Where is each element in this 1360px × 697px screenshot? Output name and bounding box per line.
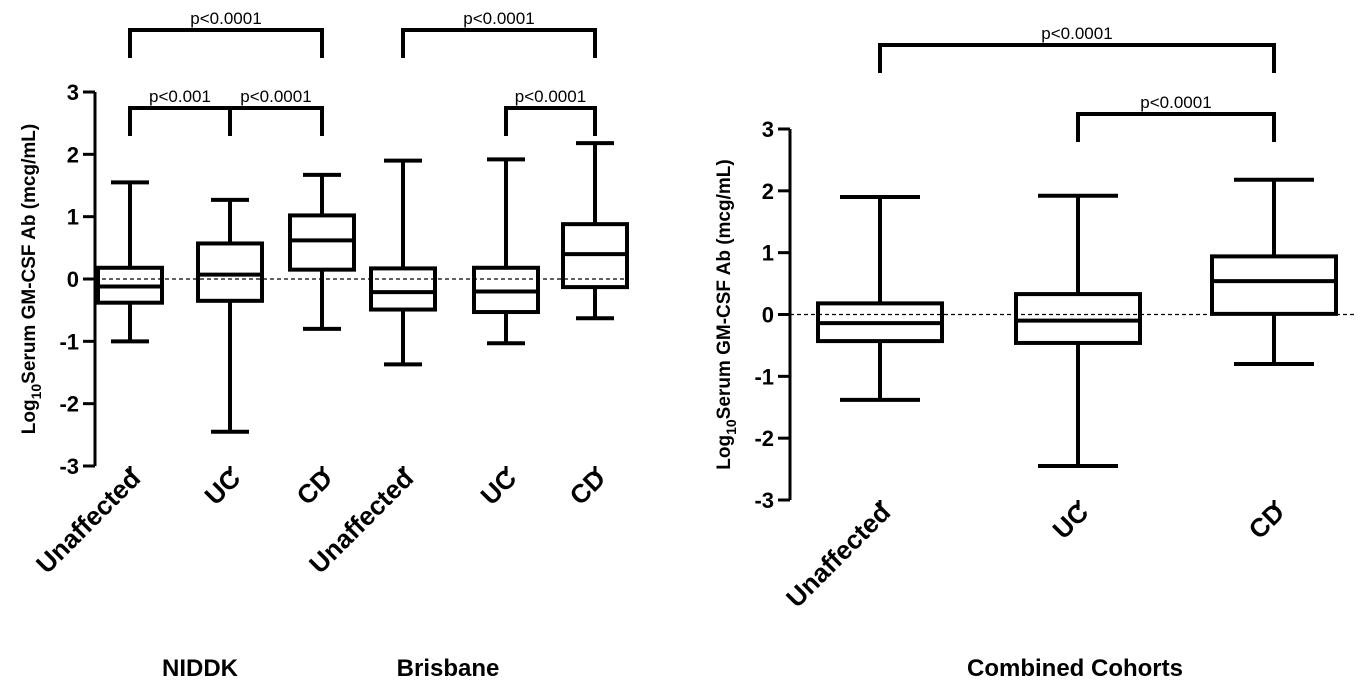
significance-bracket: p<0.0001 (504, 87, 597, 136)
iqr-box (1014, 292, 1142, 345)
y-tick-label: 1 (762, 241, 774, 266)
group-label: Brisbane (397, 655, 500, 682)
x-category-label: UC (198, 463, 246, 511)
p-value-label: p<0.0001 (515, 87, 586, 106)
x-category-label: CD (290, 463, 338, 511)
group-label: NIDDK (162, 655, 239, 682)
significance-bracket: p<0.0001 (128, 9, 324, 58)
bracket-line (1076, 112, 1276, 142)
box-uc-5 (472, 157, 540, 346)
y-tick-label: 2 (67, 142, 79, 167)
box-cd-6 (561, 141, 629, 321)
p-value-label: p<0.0001 (463, 9, 534, 28)
y-tick-label: 2 (762, 179, 774, 204)
chart-panel-2: -3 -2 -1 0 1 2 3 Log10Serum GM-CSF Ab (mcg/mL) U… (714, 24, 1355, 682)
y-axis-title: Log10Serum GM-CSF Ab (mcg/mL) (714, 159, 739, 469)
box-cd-3 (288, 172, 356, 331)
p-value-label: p<0.001 (149, 87, 211, 106)
box-unaffected-1 (96, 180, 164, 344)
significance-bracket: p<0.001 (128, 87, 232, 136)
iqr-box (1210, 254, 1338, 316)
box-uc-2 (196, 197, 264, 434)
y-tick-label: -3 (59, 454, 79, 479)
y-tick-label: 1 (67, 205, 79, 230)
x-category-label: CD (563, 463, 611, 511)
x-category-label: UC (1046, 497, 1094, 545)
iqr-box (369, 266, 437, 312)
bracket-line (128, 106, 232, 136)
y-tick-label: 3 (67, 80, 79, 105)
x-category-label: UC (474, 463, 522, 511)
bracket-line (504, 106, 597, 136)
y-tick-label: 0 (67, 267, 79, 292)
box-unaffected-4 (369, 158, 437, 367)
p-value-label: p<0.0001 (1140, 93, 1211, 112)
p-value-label: p<0.0001 (240, 87, 311, 106)
y-tick-label: 0 (762, 303, 774, 328)
x-category-label: CD (1242, 497, 1290, 545)
x-category-label: Unaffected (30, 463, 146, 579)
significance-bracket: p<0.0001 (228, 87, 324, 136)
bracket-line (401, 28, 597, 58)
y-tick-label: -2 (59, 392, 79, 417)
y-tick-label: -1 (59, 329, 79, 354)
y-tick-label: -2 (754, 426, 774, 451)
p-value-label: p<0.0001 (190, 9, 261, 28)
iqr-box (196, 241, 264, 303)
y-tick-label: -3 (754, 488, 774, 513)
y-tick-label: 3 (762, 117, 774, 142)
significance-bracket: p<0.0001 (1076, 93, 1276, 142)
box-cd-3 (1210, 177, 1338, 366)
iqr-box (288, 213, 356, 272)
significance-bracket: p<0.0001 (878, 24, 1276, 73)
box-unaffected-1 (816, 195, 944, 402)
box-uc-2 (1014, 193, 1142, 468)
bracket-line (878, 43, 1276, 73)
y-axis-title: Log10Serum GM-CSF Ab (mcg/mL) (19, 124, 44, 434)
y-tick-label: -1 (754, 364, 774, 389)
bracket-line (228, 106, 324, 136)
bracket-line (128, 28, 324, 58)
chart-panel-1: -3 -2 -1 0 1 2 3 Log10Serum GM-CSF Ab (mcg/mL) U… (19, 9, 629, 682)
group-label: Combined Cohorts (967, 655, 1183, 682)
significance-bracket: p<0.0001 (401, 9, 597, 58)
p-value-label: p<0.0001 (1041, 24, 1112, 43)
x-category-label: Unaffected (780, 497, 896, 613)
